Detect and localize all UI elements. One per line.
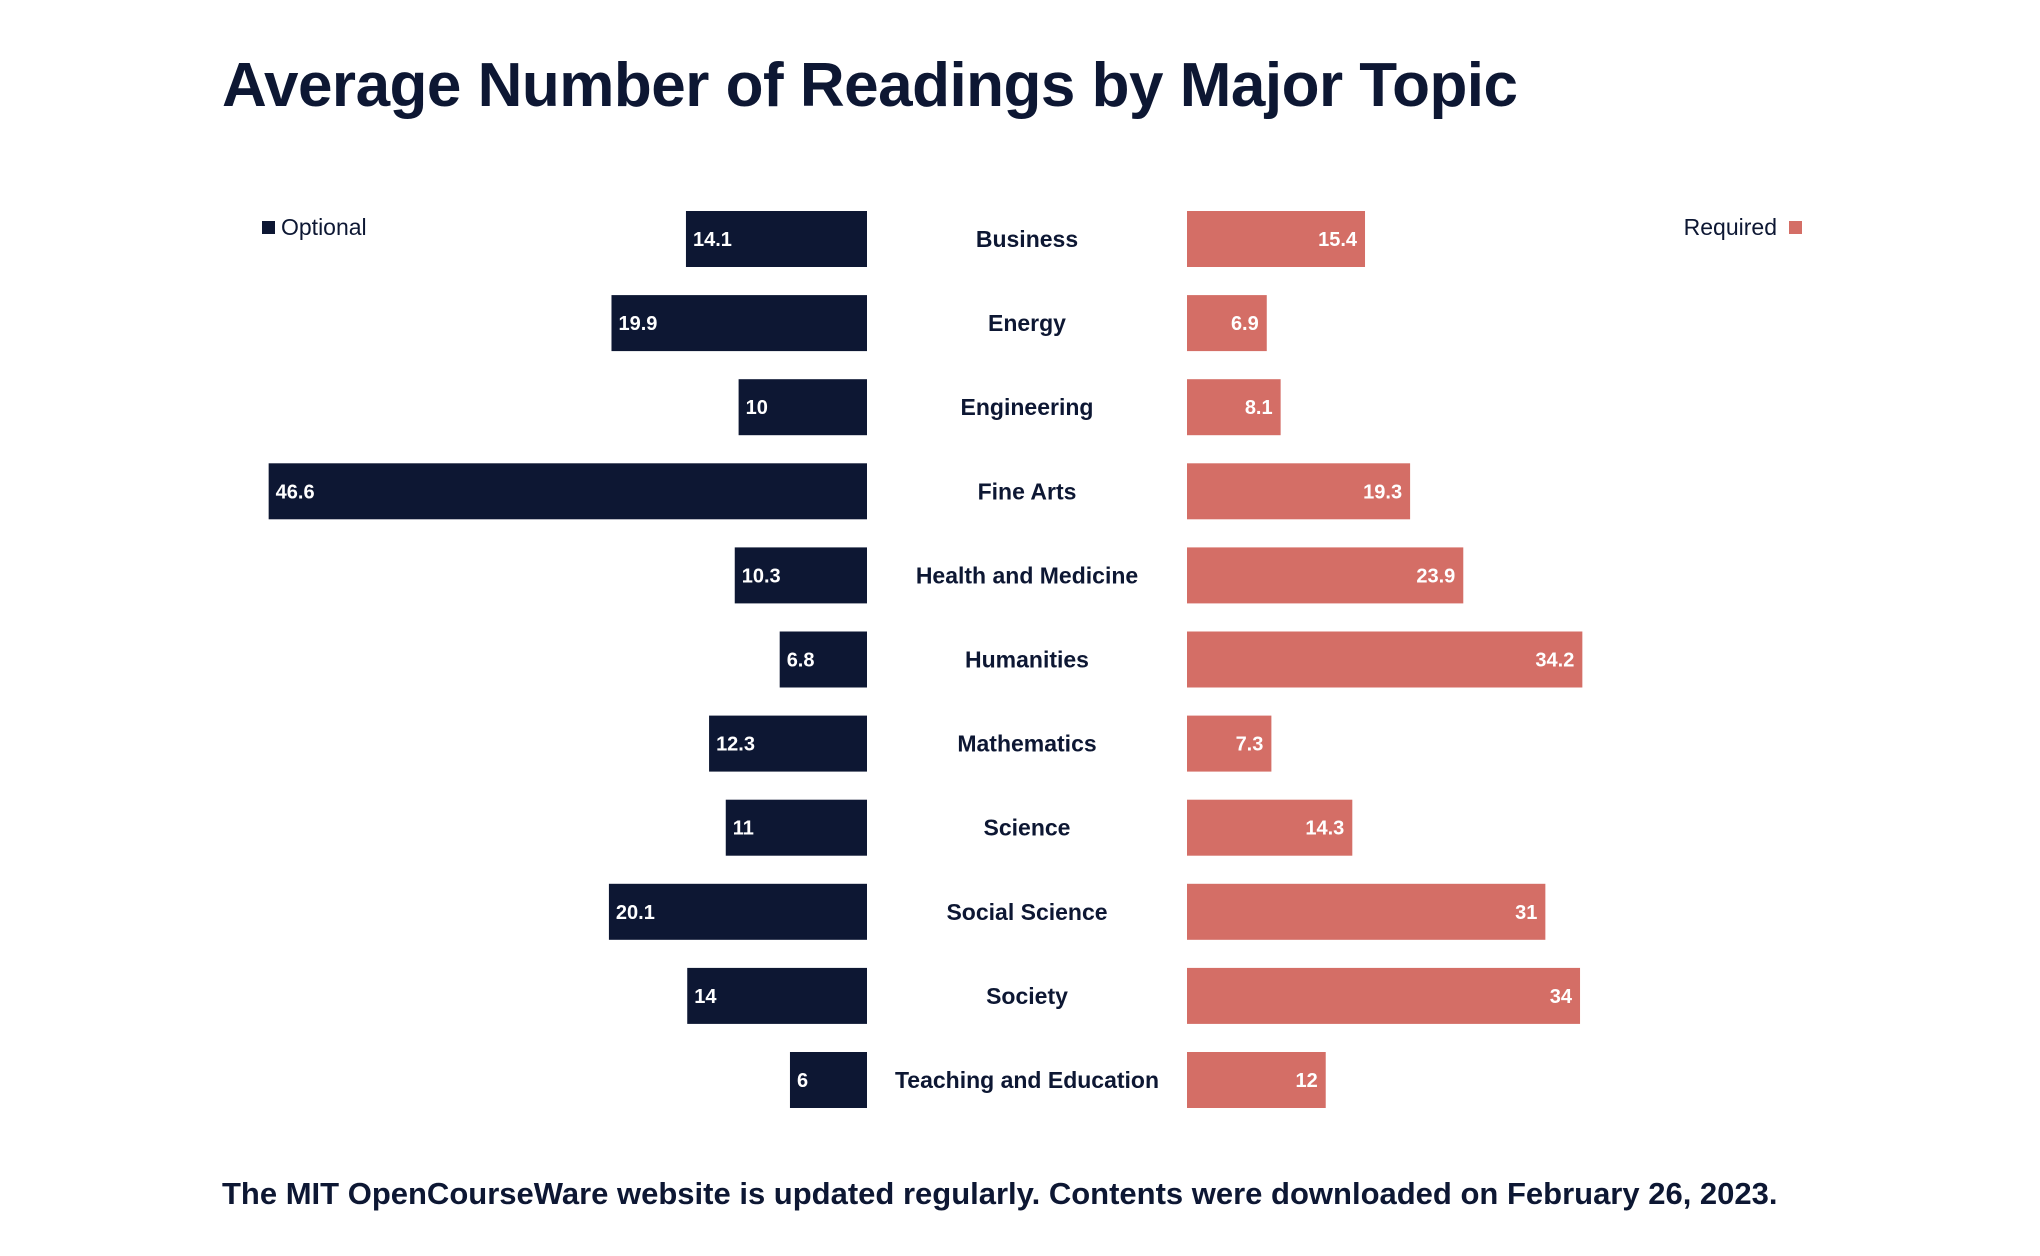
optional-bar-label: 14 xyxy=(694,986,717,1008)
category-label: Social Science xyxy=(946,899,1107,925)
legend-optional-label: Optional xyxy=(281,214,367,240)
category-label: Fine Arts xyxy=(978,478,1077,504)
category-label: Health and Medicine xyxy=(916,562,1138,588)
optional-bar-label: 11 xyxy=(733,818,754,840)
legend-required-label: Required xyxy=(1684,214,1777,240)
required-bar-label: 19.3 xyxy=(1363,481,1402,503)
required-bar-label: 12 xyxy=(1295,1070,1317,1092)
optional-bar-label: 12.3 xyxy=(716,734,755,756)
required-bar-label: 23.9 xyxy=(1416,565,1455,587)
optional-bar xyxy=(725,799,867,856)
required-bar-label: 14.3 xyxy=(1305,818,1344,840)
category-label: Business xyxy=(976,226,1078,252)
optional-bar-label: 46.6 xyxy=(276,481,315,503)
category-label: Teaching and Education xyxy=(895,1067,1159,1093)
optional-bar xyxy=(687,967,867,1024)
required-bar-label: 6.9 xyxy=(1231,313,1259,335)
optional-bar xyxy=(779,631,867,688)
required-bar xyxy=(1187,379,1281,436)
optional-bars: 14.1 19.9 10 46.6 10.3 6.8 12.3 11 20.1 14 6 xyxy=(268,211,867,1108)
required-bars: 15.4 6.9 8.1 19.3 23.9 34.2 7.3 14.3 31 34 12 xyxy=(1187,211,1583,1108)
optional-bar-label: 19.9 xyxy=(618,313,657,335)
optional-bar xyxy=(734,547,867,604)
category-label: Science xyxy=(984,815,1071,841)
optional-bar xyxy=(611,295,867,352)
required-bar xyxy=(1187,295,1267,352)
required-bar xyxy=(1187,883,1546,940)
category-label: Engineering xyxy=(961,394,1094,420)
optional-bar-label: 14.1 xyxy=(693,229,732,251)
required-bar-label: 31 xyxy=(1515,902,1537,924)
required-bar-label: 34.2 xyxy=(1535,650,1574,672)
optional-bar xyxy=(789,1052,867,1108)
required-bar xyxy=(1187,463,1411,520)
legend-optional-swatch xyxy=(262,221,275,234)
optional-bar xyxy=(685,211,867,267)
required-bar-label: 34 xyxy=(1550,986,1573,1008)
category-label: Society xyxy=(986,983,1068,1009)
optional-bar xyxy=(709,715,867,772)
optional-bar-label: 10.3 xyxy=(742,565,781,587)
required-bar xyxy=(1187,799,1353,856)
optional-bar xyxy=(268,463,867,520)
required-bar xyxy=(1187,211,1366,267)
required-bar xyxy=(1187,547,1464,604)
optional-bar-label: 6.8 xyxy=(787,650,815,672)
required-bar xyxy=(1187,631,1583,688)
category-labels: Business Energy Engineering Fine Arts Health… xyxy=(895,226,1159,1093)
required-bar-label: 8.1 xyxy=(1245,397,1273,419)
legend-required-swatch xyxy=(1789,221,1802,234)
optional-bar xyxy=(608,883,867,940)
chart-title: Average Number of Readings by Major Topi… xyxy=(222,51,1518,120)
required-bar xyxy=(1187,715,1272,772)
optional-bar-label: 10 xyxy=(746,397,768,419)
required-bar xyxy=(1187,967,1581,1024)
category-label: Energy xyxy=(988,310,1066,336)
category-label: Mathematics xyxy=(957,731,1096,757)
category-label: Humanities xyxy=(965,647,1089,673)
optional-bar xyxy=(738,379,867,436)
optional-bar-label: 6 xyxy=(797,1070,808,1092)
required-bar-label: 15.4 xyxy=(1318,229,1358,251)
required-bar xyxy=(1187,1052,1326,1108)
footnote: The MIT OpenCourseWare website is update… xyxy=(222,1176,1778,1211)
optional-bar-label: 20.1 xyxy=(616,902,655,924)
legend: Optional Required xyxy=(262,214,1802,240)
required-bar-label: 7.3 xyxy=(1236,734,1264,756)
